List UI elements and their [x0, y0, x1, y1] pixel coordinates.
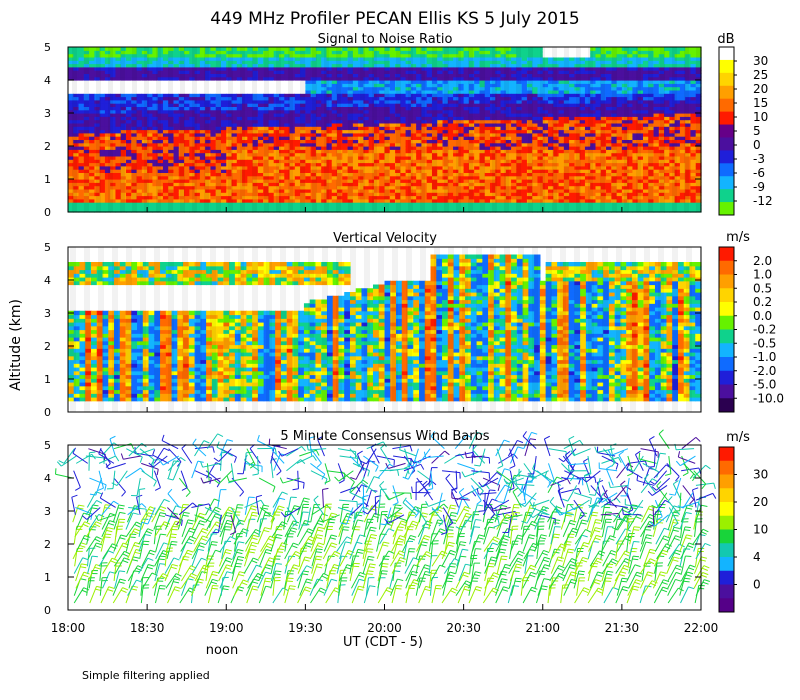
y-axis-label: Altitude (km)	[8, 299, 24, 391]
figure-title: 449 MHz Profiler PECAN Ellis KS 5 July 2…	[210, 9, 579, 29]
snr-panel-title: Signal to Noise Ratio	[318, 32, 453, 47]
